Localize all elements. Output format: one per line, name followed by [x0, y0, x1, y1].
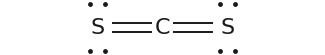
Text: S: S: [220, 17, 235, 38]
Text: S: S: [90, 17, 105, 38]
Text: C: C: [155, 17, 170, 38]
